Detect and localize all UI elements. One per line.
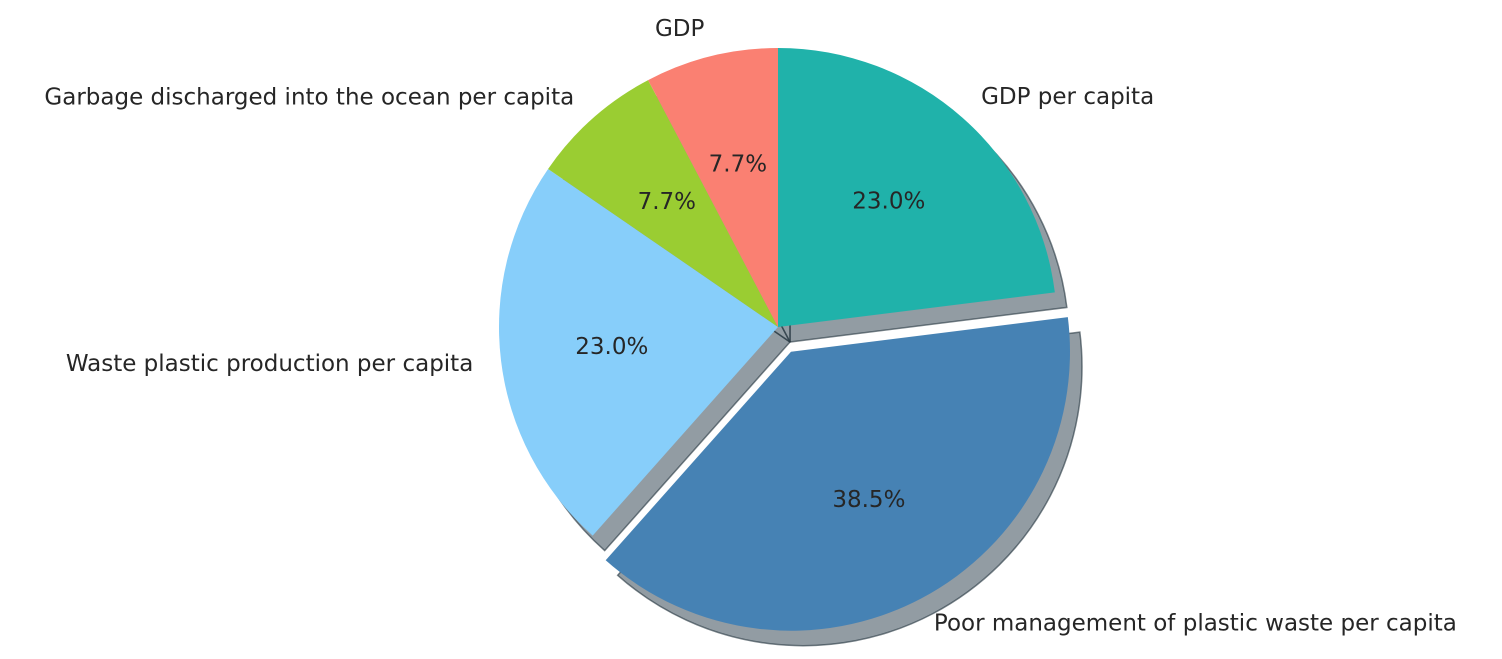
pie-slice-poor-management-of-plastic-waste-per-capita bbox=[605, 317, 1070, 631]
pie-slice-layer bbox=[498, 48, 1070, 631]
pie-percent-label-gdp: 7.7% bbox=[709, 152, 767, 178]
pie-category-label-garbage-discharged-into-the-ocean-per-capita: Garbage discharged into the ocean per ca… bbox=[44, 85, 574, 111]
pie-percent-label-layer: 23.0% 38.5% 23.0% 7.7% 7.7% bbox=[575, 152, 925, 513]
pie-percent-label-garbage-discharged-into-the-ocean-per-capita: 7.7% bbox=[638, 189, 696, 215]
pie-percent-label-poor-management-of-plastic-waste-per-capita: 38.5% bbox=[832, 487, 905, 513]
pie-slice-garbage-discharged-into-the-ocean-per-capita bbox=[548, 80, 778, 327]
pie-slice-waste-plastic-production-per-capita bbox=[498, 168, 778, 536]
pie-category-label-poor-management-of-plastic-waste-per-capita: Poor management of plastic waste per cap… bbox=[934, 610, 1457, 636]
pie-category-label-waste-plastic-production-per-capita: Waste plastic production per capita bbox=[66, 351, 473, 377]
pie-percent-label-waste-plastic-production-per-capita: 23.0% bbox=[575, 334, 648, 360]
pie-slice-gdp-per-capita bbox=[778, 48, 1055, 327]
pie-slice-gdp bbox=[648, 48, 778, 327]
pie-category-label-gdp-per-capita: GDP per capita bbox=[981, 84, 1154, 110]
pie-percent-label-gdp-per-capita: 23.0% bbox=[852, 189, 925, 215]
pie-category-label-layer: GDP per capita Poor management of plastic… bbox=[44, 16, 1456, 636]
pie-category-label-gdp: GDP bbox=[655, 16, 705, 42]
